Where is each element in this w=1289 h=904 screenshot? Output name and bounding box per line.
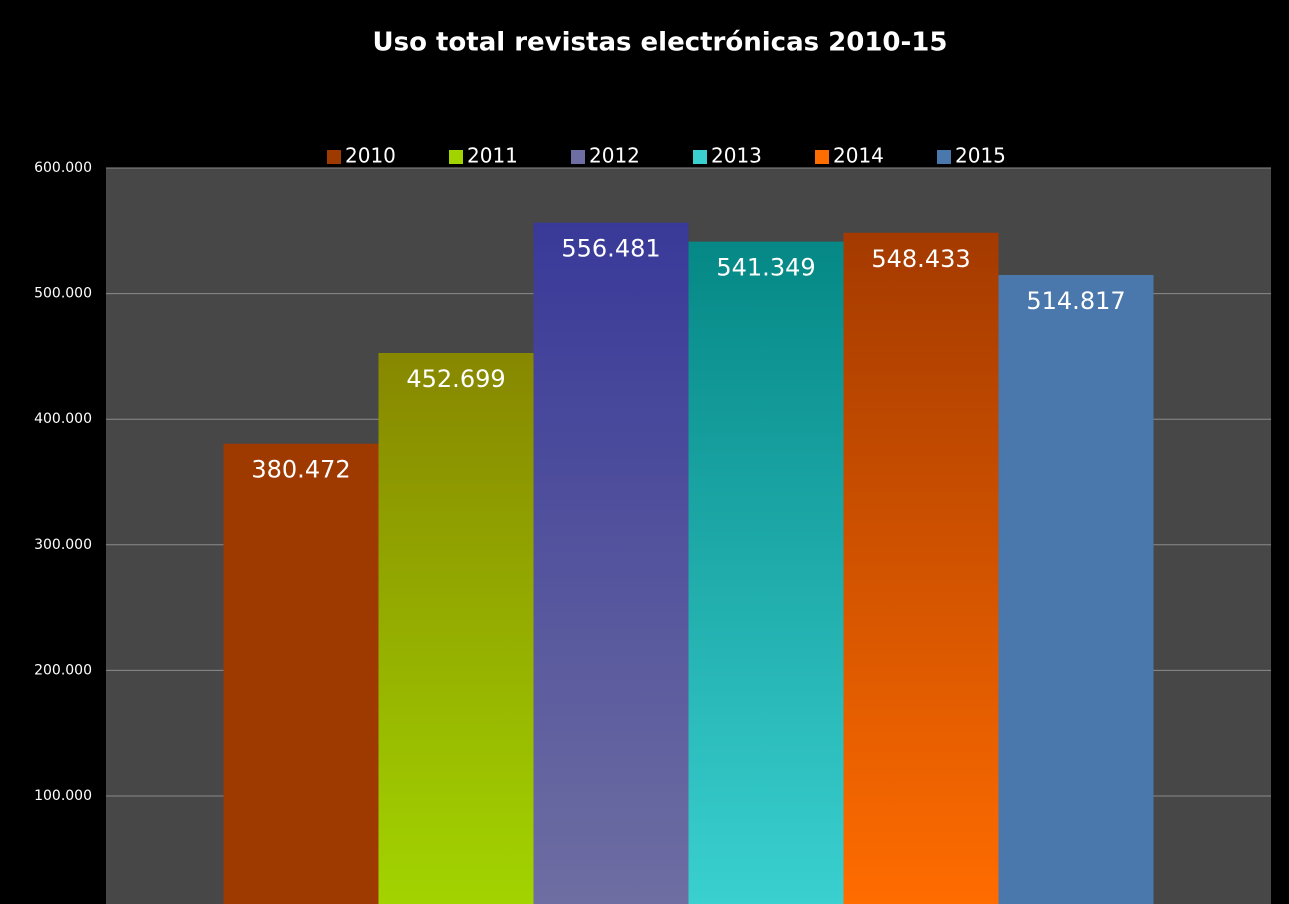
data-label: 556.481: [561, 235, 660, 263]
legend-swatch: [449, 150, 463, 164]
legend-swatch: [693, 150, 707, 164]
y-tick-label: 600.000: [34, 160, 92, 176]
legend-swatch: [571, 150, 585, 164]
data-label: 514.817: [1026, 287, 1125, 315]
data-label: 380.472: [251, 456, 350, 484]
legend-label: 2012: [589, 144, 640, 168]
legend-label: 2013: [711, 144, 762, 168]
legend-label: 2010: [345, 144, 396, 168]
y-tick-label: 300.000: [34, 537, 92, 553]
data-label: 452.699: [406, 365, 505, 393]
legend-swatch: [815, 150, 829, 164]
data-label: 541.349: [716, 254, 815, 282]
data-label: 548.433: [871, 245, 970, 273]
y-tick-label: 400.000: [34, 411, 92, 427]
legend-label: 2014: [833, 144, 884, 168]
legend-label: 2015: [955, 144, 1006, 168]
chart-title: Uso total revistas electrónicas 2010-15: [373, 28, 948, 58]
bar: [688, 241, 844, 904]
bar: [533, 222, 689, 904]
bar: [223, 443, 379, 904]
bar: [378, 353, 534, 904]
y-tick-label: 500.000: [34, 286, 92, 302]
y-tick-label: 200.000: [34, 662, 92, 678]
bar: [843, 232, 999, 904]
legend-swatch: [937, 150, 951, 164]
bar: [998, 274, 1154, 904]
legend-label: 2011: [467, 144, 518, 168]
legend-swatch: [327, 150, 341, 164]
y-tick-label: 100.000: [34, 788, 92, 804]
